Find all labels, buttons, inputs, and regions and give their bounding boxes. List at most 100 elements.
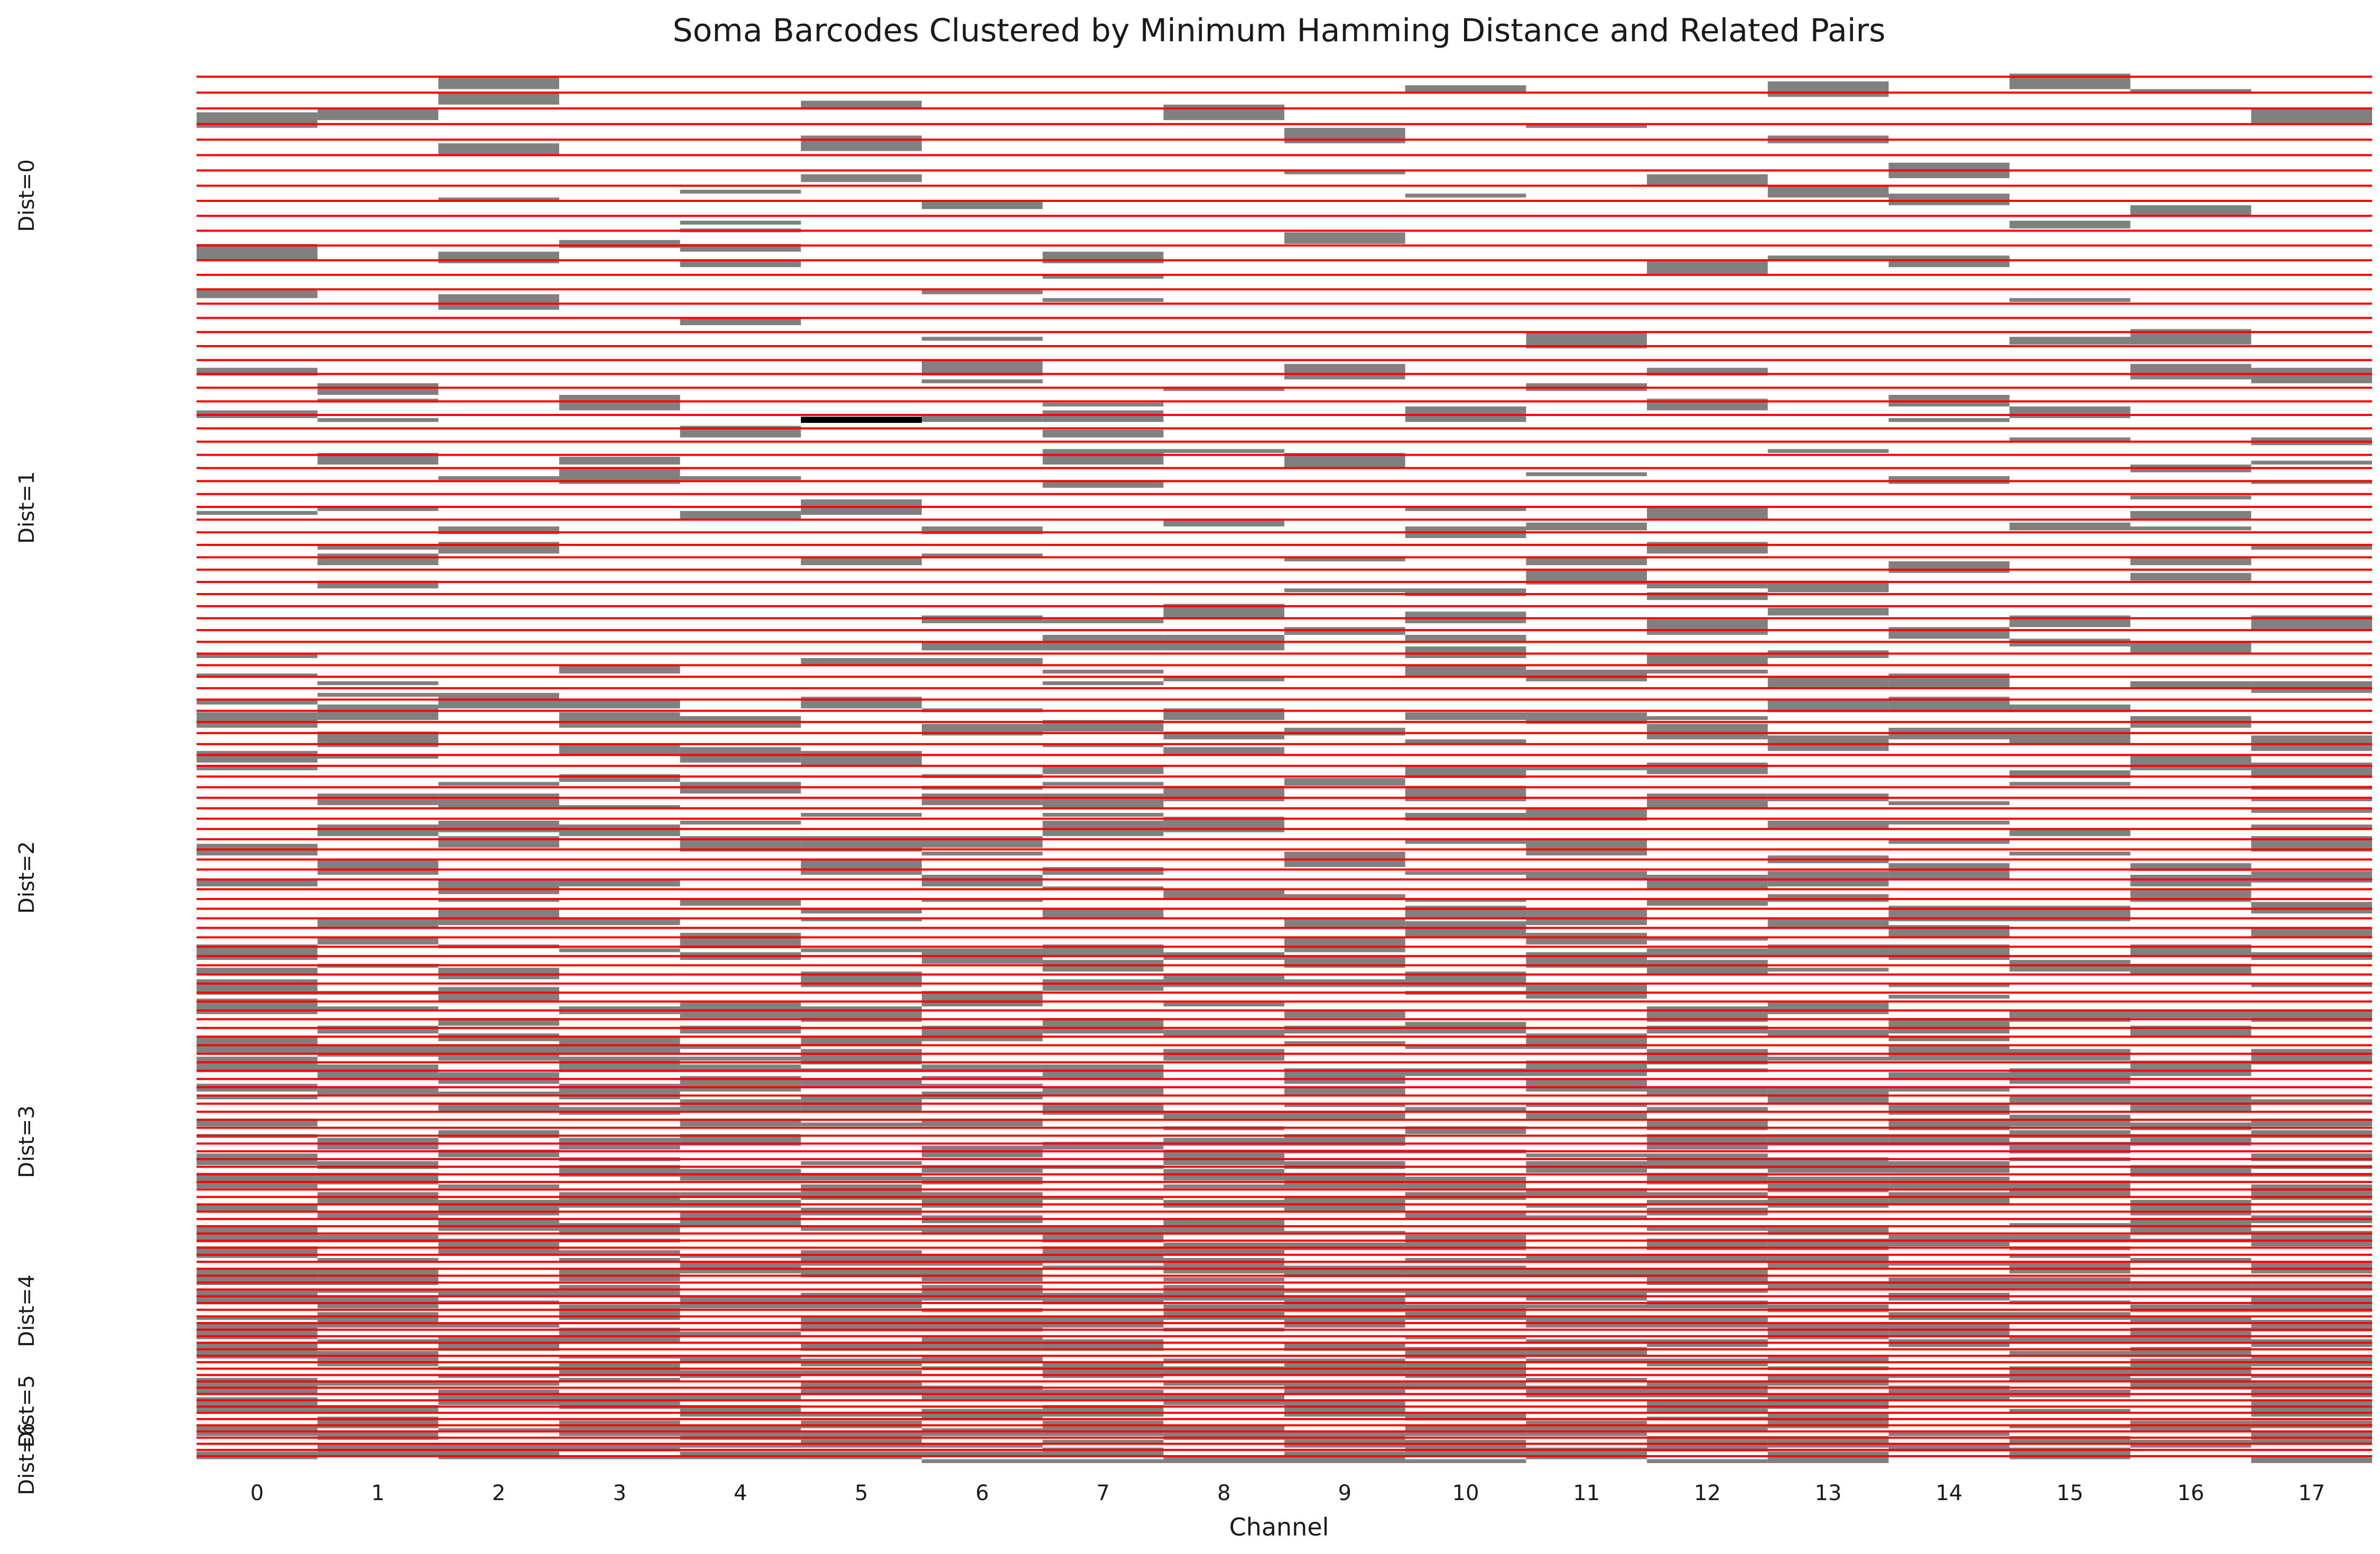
highlighted-cell — [801, 417, 922, 423]
heatmap-cell — [317, 1006, 439, 1011]
heatmap-cell — [1888, 820, 2009, 825]
heatmap-cell — [680, 1045, 801, 1049]
heatmap-cell — [801, 658, 922, 666]
heatmap-cell — [1042, 410, 1164, 422]
heatmap-cell — [1888, 627, 2009, 639]
heatmap-cell — [1042, 782, 1164, 786]
heatmap-cell — [1526, 983, 1647, 999]
heatmap-cell — [1284, 1025, 1405, 1034]
heatmap-cell — [1042, 1420, 1164, 1436]
heatmap-cell — [1888, 995, 2009, 999]
heatmap-cell — [1526, 472, 1647, 476]
heatmap-cell — [801, 1250, 922, 1266]
heatmap-cell — [2009, 220, 2131, 229]
heatmap-cell — [1405, 712, 1526, 720]
heatmap-cell — [1042, 812, 1164, 817]
heatmap-cell — [2251, 545, 2372, 550]
heatmap-cell — [1042, 669, 1164, 674]
heatmap-cell — [438, 836, 559, 848]
heatmap-cell — [1647, 1192, 1768, 1196]
heatmap-cell — [2130, 681, 2252, 689]
heatmap-cell — [801, 859, 922, 875]
heatmap-cell — [1163, 1184, 1284, 1189]
heatmap-cell — [1888, 1018, 2009, 1034]
heatmap-cell — [1284, 937, 1405, 952]
heatmap-cell — [801, 1432, 922, 1448]
x-tick-label: 9 — [1338, 1481, 1351, 1505]
heatmap-cell — [2130, 1122, 2252, 1131]
heatmap-cell — [559, 1057, 680, 1072]
heatmap-cell — [1163, 747, 1284, 755]
heatmap-cell — [1284, 1432, 1405, 1448]
heatmap-cell — [2009, 406, 2131, 418]
heatmap-cell — [1163, 890, 1284, 898]
heatmap-cell — [2130, 1347, 2252, 1355]
heatmap-cell — [317, 1257, 439, 1262]
heatmap-cell — [438, 294, 559, 310]
heatmap-cell — [1284, 232, 1405, 244]
heatmap-cell — [438, 542, 559, 554]
heatmap-cell — [1042, 1103, 1164, 1115]
heatmap-cell — [1526, 1304, 1647, 1309]
heatmap-cell — [1163, 1393, 1284, 1405]
heatmap-cell — [1405, 1440, 1526, 1456]
heatmap-cell — [1526, 557, 1647, 566]
heatmap-cell — [438, 1200, 559, 1216]
heatmap-cell — [438, 1092, 559, 1096]
heatmap-cell — [317, 1087, 439, 1096]
heatmap-cell — [1767, 677, 1889, 689]
x-tick-label: 13 — [1815, 1481, 1842, 1505]
x-tick-label: 4 — [734, 1481, 747, 1505]
heatmap-cell — [2009, 852, 2131, 856]
heatmap-cell — [1526, 1215, 1647, 1219]
heatmap-cell — [317, 1432, 439, 1440]
heatmap-cell — [1284, 557, 1405, 561]
heatmap-cell — [438, 1324, 559, 1328]
heatmap-cell — [2130, 89, 2252, 93]
heatmap-cell — [1405, 1257, 1526, 1262]
group-label: Dist=6 — [15, 1422, 39, 1495]
group-label: Dist=4 — [15, 1274, 39, 1347]
heatmap-cell — [801, 174, 922, 182]
heatmap-cell — [1647, 762, 1768, 774]
heatmap-cell — [438, 252, 559, 264]
heatmap-cell — [1284, 727, 1405, 736]
heatmap-cell — [559, 1420, 680, 1436]
heatmap-cell — [680, 259, 801, 267]
heatmap-cell — [438, 1184, 559, 1189]
heatmap-cell — [1647, 793, 1768, 809]
heatmap-cell — [1163, 1277, 1284, 1281]
heatmap-cell — [1284, 1401, 1405, 1417]
heatmap-cell — [2130, 642, 2252, 654]
x-tick-label: 1 — [371, 1481, 384, 1505]
heatmap-cell — [2130, 755, 2252, 771]
heatmap-cell — [1526, 1377, 1647, 1382]
heatmap-cell — [801, 909, 922, 914]
group-label: Dist=3 — [15, 1105, 39, 1178]
group-labels: Dist=0 Dist=1 Dist=2 Dist=3 Dist=4 Dist=5Dist… — [15, 159, 39, 1495]
heatmap-cell — [922, 793, 1043, 806]
heatmap-cell — [1405, 1459, 1526, 1463]
heatmap-cell — [922, 337, 1043, 341]
heatmap-cell — [1888, 840, 2009, 844]
heatmap-cell — [438, 1130, 559, 1138]
heatmap-cell — [438, 1389, 559, 1405]
heatmap-cell — [1647, 619, 1768, 635]
heatmap-cell — [1042, 1265, 1164, 1270]
heatmap-cell — [1405, 921, 1526, 937]
heatmap-cell — [559, 824, 680, 836]
heatmap-cell — [1888, 1432, 2009, 1436]
heatmap-cell — [1042, 1389, 1164, 1401]
heatmap-cell — [922, 201, 1043, 209]
heatmap-cell — [2130, 1200, 2252, 1216]
heatmap-cell — [317, 507, 439, 511]
heatmap-cell — [1767, 186, 1889, 198]
heatmap-cell — [1284, 1041, 1405, 1046]
heatmap-cell — [2009, 727, 2131, 744]
heatmap-cell — [438, 878, 559, 894]
heatmap-cell — [801, 1370, 922, 1374]
heatmap-cell — [197, 290, 318, 299]
heatmap-cell — [680, 220, 801, 225]
heatmap-cell — [801, 1412, 922, 1417]
